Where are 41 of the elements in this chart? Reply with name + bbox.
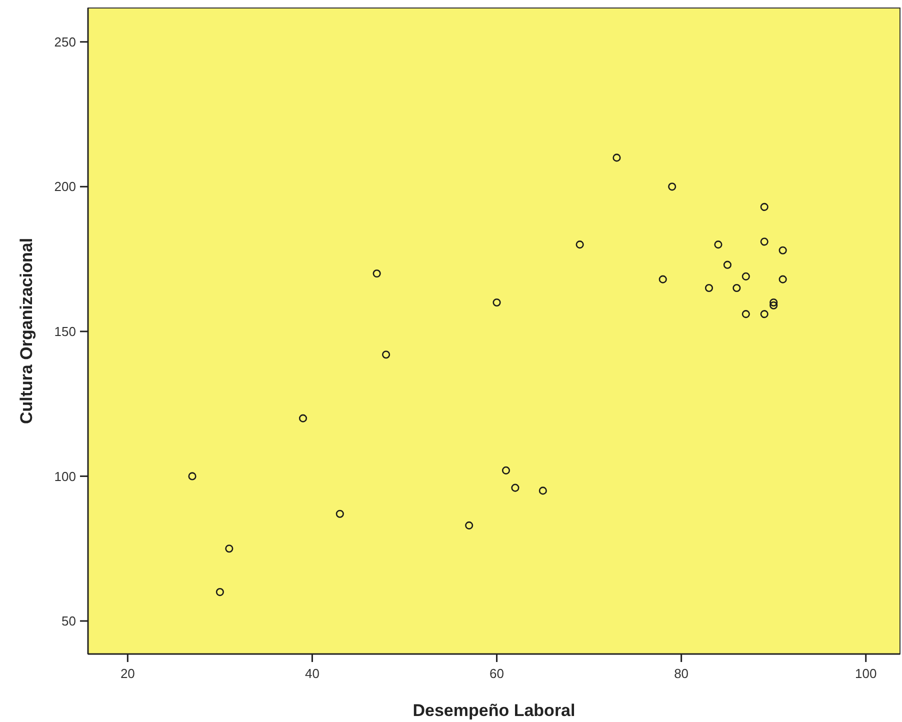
point (723, 260, 732, 269)
x-tick-label: 20 (120, 666, 135, 681)
y-axis-title: Cultura Organizacional (17, 238, 36, 424)
point (372, 269, 381, 278)
y-tick-label: 200 (54, 179, 76, 194)
point (668, 182, 676, 191)
x-tick-label: 100 (855, 666, 877, 681)
point (742, 272, 750, 280)
y-tick-label: 150 (54, 324, 76, 339)
point (778, 275, 787, 284)
point (336, 510, 344, 518)
point (216, 588, 224, 596)
point (770, 301, 778, 310)
point (576, 240, 584, 249)
x-tick-label: 40 (304, 666, 320, 681)
point (225, 544, 234, 553)
point (658, 275, 667, 284)
x-tick-label: 60 (490, 666, 504, 681)
point (714, 240, 722, 249)
y-tick-label: 250 (54, 34, 76, 50)
point (298, 414, 308, 422)
point (612, 154, 621, 162)
point (742, 310, 750, 318)
x-axis-title: Desempeño Laboral (412, 701, 576, 720)
y-tick-label: 50 (62, 614, 76, 629)
point (492, 298, 501, 307)
point (770, 298, 778, 307)
point (382, 350, 390, 359)
point (511, 484, 520, 492)
point (760, 310, 768, 318)
x-tick-label: 80 (674, 666, 689, 681)
point (538, 486, 547, 495)
y-tick-label: 100 (54, 468, 76, 484)
point (188, 472, 196, 480)
point (704, 284, 714, 292)
point (760, 238, 768, 246)
point (760, 202, 768, 211)
point (465, 521, 474, 530)
point (778, 246, 787, 254)
point (732, 284, 741, 292)
point (502, 466, 510, 474)
